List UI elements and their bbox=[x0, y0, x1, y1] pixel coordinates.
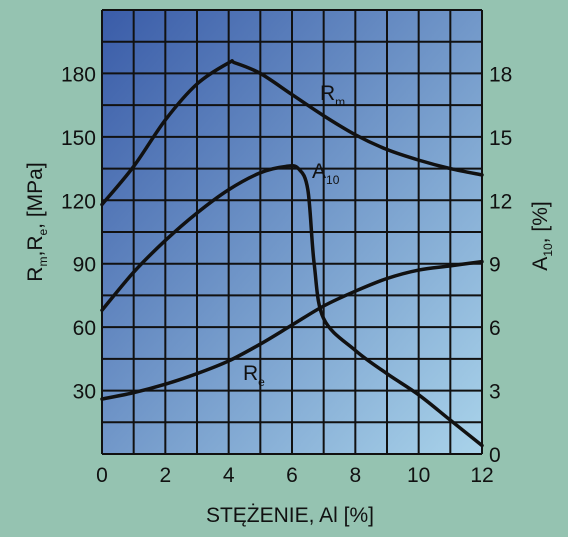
y-left-tick-label: 180 bbox=[61, 63, 96, 86]
y-left-tick-label: 120 bbox=[61, 190, 96, 213]
x-tick-labels: 0 2 4 6 8 10 12 bbox=[96, 464, 494, 487]
y-right-tick-labels: 0 3 6 9 12 15 18 bbox=[489, 63, 512, 467]
x-tick-label: 6 bbox=[286, 464, 298, 487]
grid bbox=[101, 9, 483, 455]
x-tick-label: 8 bbox=[349, 464, 361, 487]
y-right-tick-label: 3 bbox=[489, 381, 501, 404]
x-axis-label: STĘŻENIE, Al [%] bbox=[206, 504, 374, 527]
y-right-tick-label: 15 bbox=[489, 127, 512, 150]
x-tick-label: 12 bbox=[470, 464, 493, 487]
y-left-tick-label: 150 bbox=[61, 127, 96, 150]
x-tick-label: 0 bbox=[96, 464, 108, 487]
y-right-tick-label: 18 bbox=[489, 63, 512, 86]
y-left-tick-labels: 30 60 90 120 150 180 bbox=[61, 63, 96, 403]
y-left-tick-label: 90 bbox=[73, 254, 96, 277]
curves bbox=[100, 59, 484, 448]
series-line-a10 bbox=[100, 164, 484, 448]
x-tick-label: 10 bbox=[407, 464, 430, 487]
curve-label-rm: Rm bbox=[320, 82, 345, 109]
y-left-tick-label: 30 bbox=[73, 381, 96, 404]
y-left-tick-label: 60 bbox=[73, 317, 96, 340]
series-line-re bbox=[100, 259, 484, 401]
series-line-rm bbox=[100, 59, 484, 207]
y-right-tick-label: 9 bbox=[489, 254, 501, 277]
y-right-tick-label: 6 bbox=[489, 317, 501, 340]
y-right-axis-label: A10, [%] bbox=[529, 201, 555, 270]
x-tick-label: 4 bbox=[223, 464, 235, 487]
x-tick-label: 2 bbox=[159, 464, 171, 487]
y-left-axis-label: Rm,Re, [MPa] bbox=[24, 162, 50, 281]
y-right-tick-label: 0 bbox=[489, 444, 501, 467]
curve-label-re: Re bbox=[243, 362, 265, 389]
y-right-tick-label: 12 bbox=[489, 190, 512, 213]
curve-label-a10: A10 bbox=[312, 160, 340, 187]
